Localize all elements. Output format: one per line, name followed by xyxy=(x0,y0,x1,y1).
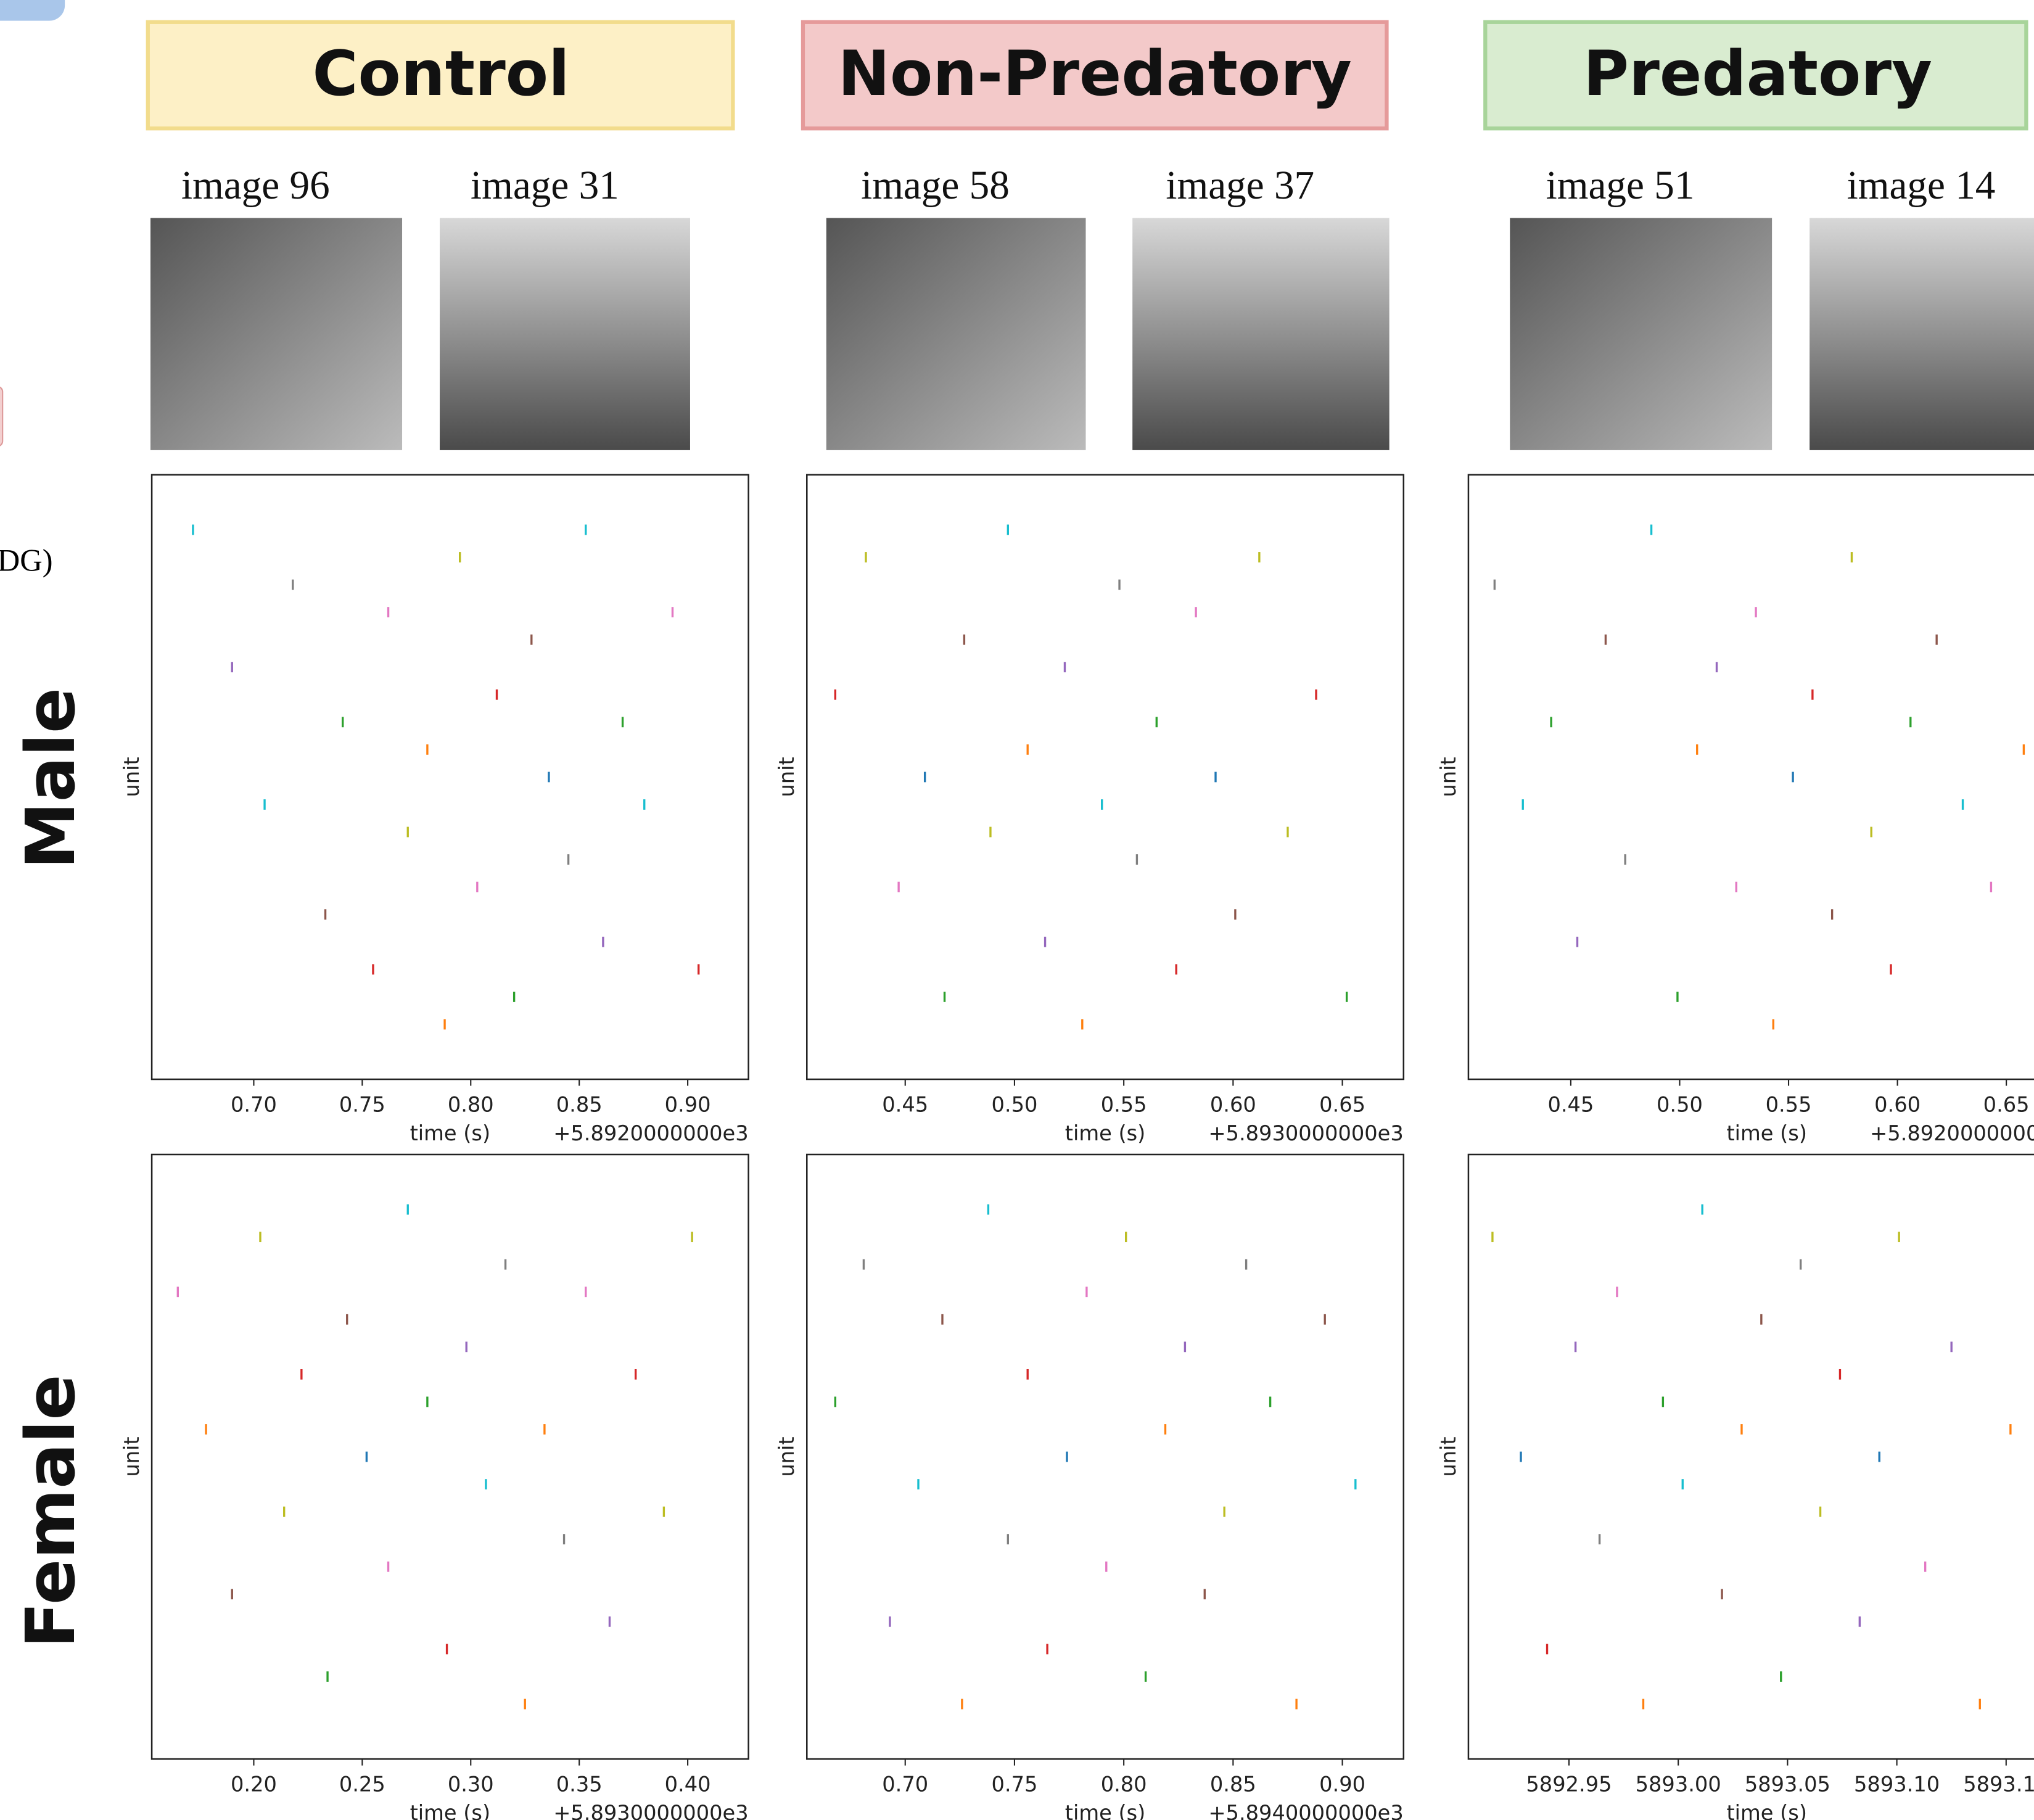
x-tick-label: 5893.00 xyxy=(1636,1773,1721,1797)
image-label: image 31 xyxy=(471,163,619,208)
header-box xyxy=(1483,20,2028,131)
x-tick-label: 0.85 xyxy=(1210,1773,1256,1797)
x-tick-label: 5893.15 xyxy=(1963,1773,2034,1797)
image-label: image 58 xyxy=(861,163,1010,208)
x-tick-label: 0.45 xyxy=(1547,1093,1594,1117)
plot-frame xyxy=(806,474,1405,1081)
x-axis-label: time (s) xyxy=(1065,1121,1145,1145)
x-tick-label: 0.70 xyxy=(882,1773,928,1797)
decor-shape xyxy=(0,0,65,21)
x-tick-label: 0.90 xyxy=(1319,1773,1365,1797)
x-tick-label: 0.70 xyxy=(231,1093,277,1117)
y-axis-label: unit xyxy=(1436,757,1460,797)
plot-frame xyxy=(1467,474,2034,1081)
stimulus-image xyxy=(826,218,1086,450)
axis-offset: +5.8920000000e3 xyxy=(1870,1121,2034,1145)
axis-offset: +5.8940000000e3 xyxy=(1208,1801,1403,1820)
x-tick-label: 0.60 xyxy=(1874,1093,1921,1117)
x-tick-label: 0.40 xyxy=(665,1773,711,1797)
x-tick-label: 0.85 xyxy=(556,1093,603,1117)
image-label: image 96 xyxy=(181,163,330,208)
x-tick-label: 0.75 xyxy=(339,1093,385,1117)
plot-frame xyxy=(1467,1153,2034,1760)
row-label: Female xyxy=(11,1374,90,1648)
stimulus-image xyxy=(440,218,690,450)
x-tick-label: 0.65 xyxy=(1319,1093,1365,1117)
column-title: Control xyxy=(312,37,569,110)
column-title: Non-Predatory xyxy=(838,37,1352,110)
x-tick-label: 0.60 xyxy=(1210,1093,1256,1117)
x-tick-label: 5892.95 xyxy=(1526,1773,1612,1797)
x-tick-label: 0.80 xyxy=(1101,1773,1147,1797)
axis-offset: +5.8930000000e3 xyxy=(553,1801,748,1820)
x-tick-label: 0.45 xyxy=(882,1093,928,1117)
y-axis-label: unit xyxy=(775,757,799,797)
decor-shape xyxy=(0,386,4,447)
x-tick-label: 0.30 xyxy=(448,1773,494,1797)
row-label: Male xyxy=(11,688,90,869)
y-axis-label: unit xyxy=(775,1436,799,1476)
x-axis-label: time (s) xyxy=(1726,1801,1806,1820)
y-axis-label: unit xyxy=(120,1436,144,1476)
column-title: Predatory xyxy=(1583,37,1932,110)
y-axis-label: unit xyxy=(1436,1436,1460,1476)
header-box xyxy=(801,20,1389,131)
image-label: image 51 xyxy=(1546,163,1695,208)
x-tick-label: 0.35 xyxy=(556,1773,603,1797)
x-tick-label: 0.80 xyxy=(448,1093,494,1117)
x-tick-label: 0.50 xyxy=(1657,1093,1703,1117)
plot-frame xyxy=(150,1153,749,1760)
image-label: image 37 xyxy=(1166,163,1314,208)
x-tick-label: 5893.10 xyxy=(1854,1773,1940,1797)
x-tick-label: 0.50 xyxy=(991,1093,1037,1117)
x-tick-label: 5893.05 xyxy=(1745,1773,1830,1797)
x-axis-label: time (s) xyxy=(410,1121,490,1145)
plot-frame xyxy=(150,474,749,1081)
x-tick-label: 0.55 xyxy=(1101,1093,1147,1117)
axis-offset: +5.8920000000e3 xyxy=(553,1121,748,1145)
x-axis-label: time (s) xyxy=(1726,1121,1806,1145)
x-axis-label: time (s) xyxy=(1065,1801,1145,1820)
x-axis-label: time (s) xyxy=(410,1801,490,1820)
x-tick-label: 0.20 xyxy=(231,1773,277,1797)
y-axis-label: unit xyxy=(120,757,144,797)
header-box xyxy=(146,20,735,131)
x-tick-label: 0.65 xyxy=(1983,1093,2030,1117)
stimulus-image xyxy=(1810,218,2034,450)
axis-offset: +5.8930000000e3 xyxy=(1208,1121,1403,1145)
plot-frame xyxy=(806,1153,1405,1760)
stimulus-image xyxy=(1132,218,1390,450)
stimulus-image xyxy=(150,218,403,450)
left-fragment: DG) xyxy=(0,543,52,577)
x-tick-label: 0.90 xyxy=(665,1093,711,1117)
x-tick-label: 0.55 xyxy=(1766,1093,1812,1117)
stimulus-image xyxy=(1510,218,1773,450)
x-tick-label: 0.75 xyxy=(991,1773,1037,1797)
image-label: image 14 xyxy=(1847,163,1996,208)
x-tick-label: 0.25 xyxy=(339,1773,385,1797)
